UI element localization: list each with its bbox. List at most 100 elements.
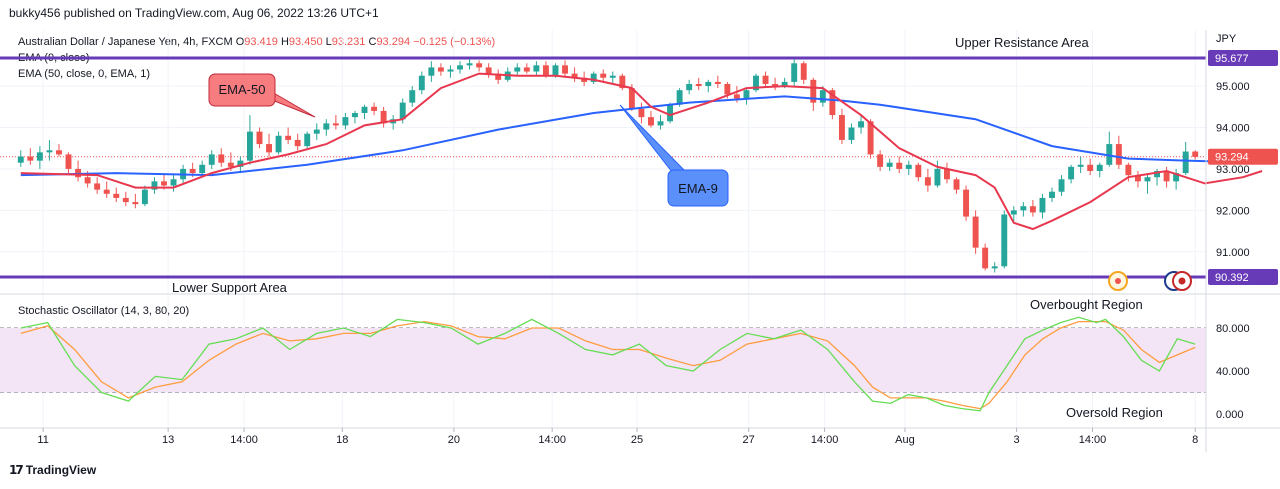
time-tick-label: 3 <box>1014 434 1020 446</box>
candle-body <box>17 156 24 163</box>
candle-body <box>1192 151 1199 157</box>
candle-body <box>84 177 91 184</box>
candle-body <box>724 83 731 95</box>
candle-body <box>256 131 263 145</box>
time-tick-label: 14:00 <box>538 434 566 446</box>
ema9-callout-pointer <box>619 104 688 173</box>
upper-level-tag-bg <box>1208 50 1278 66</box>
candle-body <box>1173 173 1180 182</box>
candle-body <box>27 156 34 161</box>
stochastic-lines <box>20 316 1196 412</box>
low-value: 93.231 <box>331 36 366 48</box>
candle-body <box>609 75 616 78</box>
ema50-callout-box <box>208 73 276 107</box>
candle-body <box>791 63 798 82</box>
open-value: 93.419 <box>244 36 278 48</box>
level-lines <box>0 56 1206 279</box>
candle-body <box>533 65 540 72</box>
candle-body <box>714 81 721 84</box>
candle-body <box>447 69 454 72</box>
candle-body <box>638 108 645 118</box>
currency-label: JPY <box>1216 33 1237 45</box>
axes: 11 13 14:00 18 20 14:00 25 27 14:00 Aug 3 14:00 8 95.… <box>0 30 1280 452</box>
time-tick-label: 14:00 <box>1079 434 1107 446</box>
tradingview-brand[interactable]: 17 TradingView <box>9 463 96 477</box>
time-tick-label: 14:00 <box>230 434 258 446</box>
candle-body <box>65 154 72 169</box>
candle-body <box>905 164 912 169</box>
price-tick-label: 93.000 <box>1216 164 1250 176</box>
candle-body <box>1068 166 1075 180</box>
candle-body <box>122 197 129 203</box>
candle-body <box>199 164 206 174</box>
candle-body <box>103 189 110 194</box>
ema50-legend: EMA (50, close, 0, EMA, 1) <box>18 68 151 80</box>
candle-body <box>275 135 282 153</box>
candle-body <box>1029 206 1036 213</box>
tradingview-logo-icon: 17 <box>9 463 24 477</box>
candle-body <box>1106 144 1113 165</box>
candle-body <box>409 90 416 103</box>
candle-body <box>151 181 158 190</box>
price-tick-label: 92.000 <box>1216 205 1250 217</box>
candle-body <box>810 79 817 103</box>
candle-body <box>733 94 740 99</box>
stoch-tick-label: 40.000 <box>1216 366 1250 378</box>
time-tick-label: 27 <box>743 434 755 446</box>
candle-body <box>380 110 387 124</box>
candle-body <box>886 162 893 167</box>
event-marker-dot-icon <box>1115 278 1121 284</box>
candle-body <box>667 104 674 122</box>
candle-body <box>762 75 769 84</box>
candle-body <box>237 160 244 167</box>
candle-body <box>342 117 349 126</box>
candle-body <box>208 154 215 165</box>
candle-body <box>399 102 406 120</box>
candle-body <box>571 73 578 78</box>
candle-body <box>1096 164 1103 172</box>
candle-body <box>46 150 53 153</box>
ema9-callout-label: EMA-9 <box>678 181 718 196</box>
candle-body <box>428 67 435 76</box>
candle-body <box>562 65 568 74</box>
candle-body <box>170 179 177 186</box>
candle-body <box>648 117 654 126</box>
candle-body <box>1077 164 1084 167</box>
candle-body <box>466 63 473 66</box>
candle-body <box>514 67 521 72</box>
annotations: Upper Resistance Area Lower Support Area S… <box>18 35 1192 420</box>
high-label: H <box>280 36 289 48</box>
time-tick-label: 25 <box>631 434 643 446</box>
candle-body <box>838 115 845 140</box>
candle-body <box>944 168 950 180</box>
time-tick-label: 18 <box>336 434 348 446</box>
candle-body <box>982 247 989 269</box>
ema9-line <box>20 72 1263 231</box>
candle-body <box>1134 175 1141 182</box>
candle-body <box>657 121 664 126</box>
candle-body <box>266 144 272 153</box>
candle-body <box>94 183 101 190</box>
tradingview-label: TradingView <box>25 463 97 477</box>
candle-body <box>1020 206 1027 211</box>
candle-body <box>619 75 626 89</box>
candle-body <box>972 216 979 248</box>
stoch-k-line <box>20 316 1196 412</box>
ema50-line <box>20 95 1263 177</box>
lower-level-tag: 90.392 <box>1215 272 1249 284</box>
candle-body <box>858 121 864 128</box>
candle-body <box>991 266 998 269</box>
candle-body <box>781 81 788 87</box>
candles <box>17 59 1199 273</box>
candle-body <box>132 202 139 205</box>
candle-body <box>1049 191 1055 198</box>
candle-body <box>457 65 463 70</box>
candle-body <box>590 73 597 82</box>
candle-body <box>867 121 874 155</box>
current-price-tag: 93.294 <box>1215 152 1249 164</box>
candle-body <box>352 112 358 118</box>
candle-body <box>800 63 807 80</box>
close-value: 93.294 <box>376 36 411 48</box>
time-tick-label: 11 <box>37 434 48 446</box>
